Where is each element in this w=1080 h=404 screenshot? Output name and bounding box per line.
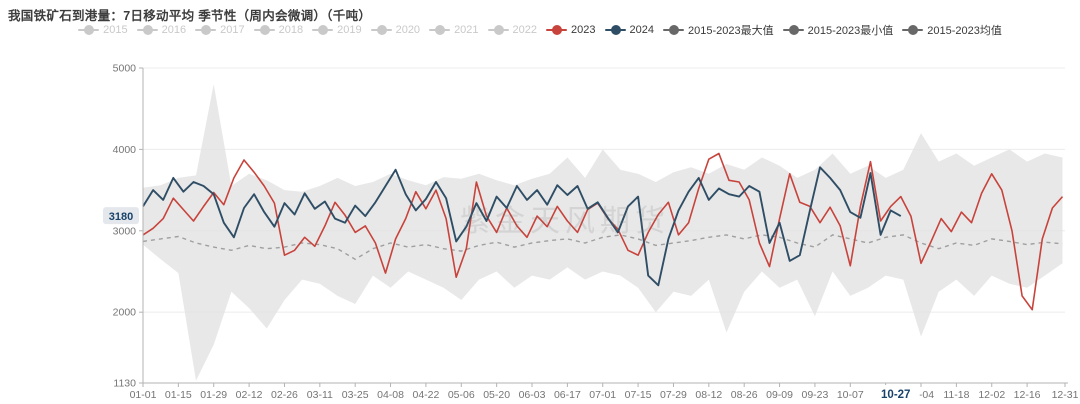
legend-label: 2023 [571, 24, 596, 36]
legend-label: 2018 [278, 24, 304, 36]
legend-label: 2019 [337, 24, 362, 36]
x-tick-label: 07-29 [660, 389, 687, 401]
x-tick-label: 02-26 [271, 389, 298, 401]
legend-label: 2022 [512, 24, 538, 36]
legend-label: 2020 [395, 24, 421, 36]
legend-marker-icon [429, 25, 451, 35]
chart-title: 我国铁矿石到港量：7日移动平均 季节性（周内会微调）（千吨） [8, 9, 372, 23]
x-tick-label: 06-17 [554, 389, 581, 401]
legend-label: 2015-2023均值 [927, 25, 1002, 37]
legend-marker-icon [604, 25, 626, 35]
legend-label: 2021 [454, 24, 479, 36]
legend-item-2016[interactable]: 2016 [136, 24, 187, 36]
legend-marker-icon [902, 25, 924, 35]
x-tick-label: 09-09 [766, 389, 793, 401]
legend-marker-icon [546, 25, 568, 35]
legend-label: 2015-2023最小值 [807, 25, 894, 37]
legend-item-2022[interactable]: 2022 [487, 24, 538, 36]
x-tick-label: 05-06 [448, 389, 475, 401]
x-tick-label: 03-11 [307, 389, 333, 401]
legend-item-2024[interactable]: 2024 [604, 24, 654, 36]
x-tick-label: 11-18 [943, 389, 969, 401]
legend-marker-icon [782, 25, 804, 35]
legend-item-2015-2023-[interactable]: 2015-2023最大值 [663, 22, 774, 38]
y-tick-label: 1130 [113, 378, 136, 390]
legend-marker-icon [136, 25, 158, 35]
x-tick-label: 12-31 [1052, 389, 1079, 401]
x-tick-label: 09-23 [801, 389, 828, 401]
band-minmax-2015-2023 [143, 84, 1063, 381]
x-tick-label: 12-16 [1014, 389, 1041, 401]
y-axis-pointer-label: 3180 [109, 211, 133, 223]
legend-label: 2016 [161, 24, 187, 36]
legend-label: 2015-2023最大值 [688, 25, 774, 37]
x-tick-label: 08-26 [731, 389, 758, 401]
x-tick-label: 04-08 [377, 389, 404, 401]
legend-marker-icon [663, 25, 684, 35]
x-axis-pointer-bg [871, 385, 920, 401]
legend-item-2015[interactable]: 2015 [78, 24, 128, 36]
legend-item-2023[interactable]: 2023 [546, 24, 596, 36]
legend-marker-icon [195, 25, 217, 35]
legend-item-2020[interactable]: 2020 [370, 24, 421, 36]
x-tick-label: 01-15 [165, 389, 192, 401]
legend-marker-icon [312, 25, 334, 35]
x-tick-label: 02-12 [236, 389, 263, 401]
legend-item-2021[interactable]: 2021 [429, 24, 479, 36]
legend-item-2015-2023-[interactable]: 2015-2023最小值 [782, 22, 894, 38]
x-tick-label: 07-15 [625, 389, 652, 401]
x-tick-label: 03-25 [342, 389, 369, 401]
legend-label: 2015 [103, 24, 128, 36]
legend-item-2018[interactable]: 2018 [253, 24, 304, 36]
x-tick-label: 06-03 [519, 389, 546, 401]
y-tick-label: 4000 [113, 144, 137, 156]
x-tick-label: 07-01 [589, 389, 616, 401]
legend-item-2019[interactable]: 2019 [312, 24, 362, 36]
x-tick-label: 01-29 [200, 389, 227, 401]
x-tick-label: 10-07 [837, 389, 864, 401]
legend-marker-icon [78, 25, 100, 35]
x-tick-label: 04-22 [412, 389, 439, 401]
legend-label: 2024 [629, 24, 654, 36]
legend-marker-icon [487, 25, 509, 35]
x-tick-label: 05-20 [483, 389, 510, 401]
x-axis-pointer-label: 10-27 [881, 389, 910, 401]
y-tick-label: 3000 [113, 225, 137, 237]
line-2024 [142, 166, 902, 287]
x-tick-label: 08-12 [695, 389, 722, 401]
y-tick-label: 2000 [113, 307, 137, 319]
x-tick-label: 01-01 [130, 389, 157, 401]
y-axis-pointer-bg [103, 207, 139, 225]
legend-item-2015-2023-[interactable]: 2015-2023均值 [902, 22, 1002, 38]
x-tick-label: 12-02 [978, 389, 1005, 401]
y-tick-label: 5000 [113, 63, 137, 75]
legend-label: 2017 [220, 24, 245, 36]
legend-bar: 2015 2016 2017 2018 2019 2020 2021 2022 2023 2024… [0, 22, 1080, 38]
line-mean-2015-2023 [142, 234, 1063, 261]
legend-marker-icon [370, 25, 392, 35]
legend-marker-icon [253, 25, 275, 35]
legend-item-2017[interactable]: 2017 [195, 24, 245, 36]
